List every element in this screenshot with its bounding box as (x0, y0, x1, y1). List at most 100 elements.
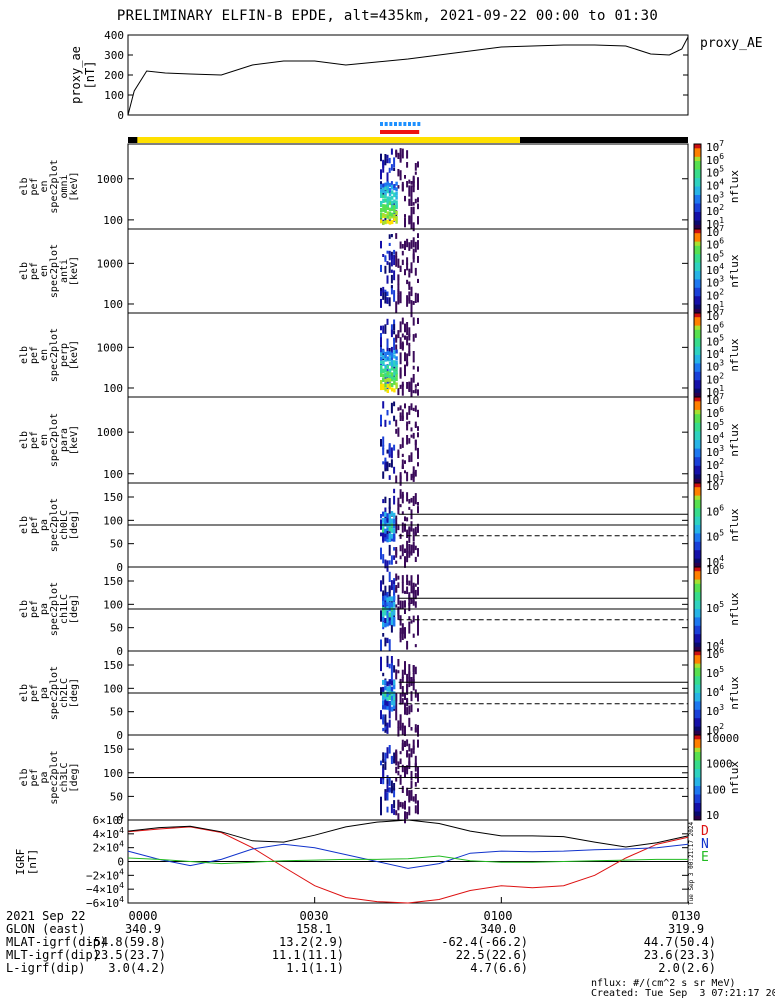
colorbar-segment (694, 296, 701, 299)
spectrogram-cell (404, 355, 406, 360)
spectrogram-core-cell (388, 196, 392, 201)
spectrogram-cell (406, 540, 409, 552)
panel-ylabel: spec2plot (49, 244, 60, 298)
colorbar-segment (694, 329, 701, 333)
spectrogram-cell (417, 586, 419, 594)
spectrogram-core-cell (386, 211, 389, 216)
spectrogram-cell (410, 240, 413, 249)
spectrogram-cell (399, 714, 402, 724)
spectrogram-cell (380, 325, 382, 331)
spectrogram-cell (395, 715, 398, 721)
spectrogram-cell (414, 439, 417, 446)
colorbar-segment (694, 709, 701, 713)
igrf-ylabel: IGRF (14, 849, 27, 876)
spectrogram-cell (404, 323, 406, 333)
colorbar-segment (694, 182, 701, 185)
spectrogram-cell (401, 259, 404, 265)
orbit-cell: 0000 (128, 909, 158, 923)
ytick-label: 100 (103, 214, 123, 227)
spectrogram-cell (397, 388, 400, 396)
colorbar-segment (694, 220, 701, 224)
colorbar-tick-label: 102 (706, 722, 724, 737)
colorbar-segment (694, 539, 701, 543)
spectrogram-cell (380, 519, 382, 527)
spectrogram-cell (404, 740, 406, 747)
spectrogram-cell (406, 336, 409, 346)
spectrogram-cell (417, 767, 419, 778)
spectrogram-core-cell (386, 356, 389, 361)
spectrogram-core-cell (391, 220, 394, 225)
colorbar-tick-label: 106 (706, 405, 724, 420)
colorbar-segment (694, 289, 701, 293)
spectrogram-cell (408, 705, 411, 715)
spectrogram-core-cell (386, 373, 389, 378)
spectrogram-core-cell (380, 214, 383, 219)
spectrogram-panel-ch1LC (127, 566, 702, 652)
spectrogram-cell (386, 639, 389, 644)
spectrogram-cell (382, 554, 385, 564)
orbit-cell: 1.1(1.1) (286, 961, 344, 975)
spectrogram-cell (401, 802, 404, 806)
colorbar-segment (694, 747, 701, 751)
spectrogram-cell (408, 291, 411, 301)
colorbar-segment (694, 158, 701, 162)
spectrogram-core-cell (382, 199, 385, 203)
spectrogram-cell (414, 556, 417, 562)
spectrogram-cell (393, 290, 396, 302)
spectrogram-cell (382, 401, 385, 409)
spectrogram-cell (417, 426, 419, 431)
colorbar-segment (694, 369, 701, 373)
colorbar-tick-label: 103 (706, 275, 724, 290)
spectrogram-cell (388, 420, 391, 425)
spectrogram-cell (401, 743, 404, 751)
flag-blue-segment (380, 122, 383, 126)
spectrogram-cell (406, 257, 409, 265)
spectrogram-core-cell (380, 203, 383, 207)
colorbar-segment (694, 310, 701, 314)
panel-ylabel: en (39, 180, 50, 192)
spectrogram-cell (406, 492, 409, 502)
spectrogram-cell (388, 167, 391, 173)
spectrogram-cell (397, 497, 400, 507)
spectrogram-core-cell (380, 380, 383, 384)
spectrogram-cell (417, 447, 419, 454)
spectrogram-cell (406, 577, 409, 583)
spectrogram-core-cell (382, 378, 385, 382)
spectrogram-cell (404, 364, 406, 377)
spectrogram-cell (399, 321, 402, 333)
colorbar-segment (694, 590, 701, 593)
spectrogram-core-cell (393, 536, 396, 542)
spectrogram-cell (417, 620, 419, 631)
spectrogram-cell (408, 455, 411, 463)
spectrogram-core-cell (388, 517, 391, 523)
igrf-ytick-label: 6×104 (93, 812, 125, 827)
page-title: PRELIMINARY ELFIN-B EPDE, alt=435km, 202… (116, 8, 659, 24)
spectrogram-core-cell (393, 368, 396, 373)
spectrogram-cell (410, 262, 413, 274)
colorbar-segment (694, 617, 701, 620)
spectrogram-cell (404, 590, 406, 594)
orbit-cell: 0130 (671, 909, 701, 923)
spectrogram-core-cell (395, 181, 398, 186)
igrf-legend-d: D (701, 824, 709, 839)
colorbar-segment (694, 437, 701, 441)
spectrogram-cell (408, 551, 411, 558)
spectrogram-cell (408, 351, 411, 357)
spectrogram-core-cell (388, 374, 392, 379)
spectrogram-cell (393, 495, 396, 505)
spectrogram-core-cell (388, 537, 391, 542)
ytick-label: 150 (103, 743, 123, 756)
colorbar-segment (694, 653, 701, 656)
flag-blue-segment (389, 122, 393, 126)
colorbar-segment (694, 401, 701, 404)
spectrogram-core-cell (388, 526, 391, 532)
colorbar-segment (694, 203, 701, 207)
spectrogram-cell (388, 157, 391, 164)
colorbar-segment (694, 567, 701, 570)
spectrogram-cell (395, 777, 398, 782)
colorbar-segment (694, 577, 701, 581)
spectrogram-cell (399, 504, 402, 508)
ytick-label: 100 (103, 767, 123, 780)
ytick-label: 0 (116, 814, 123, 827)
colorbar-segment (694, 285, 701, 289)
